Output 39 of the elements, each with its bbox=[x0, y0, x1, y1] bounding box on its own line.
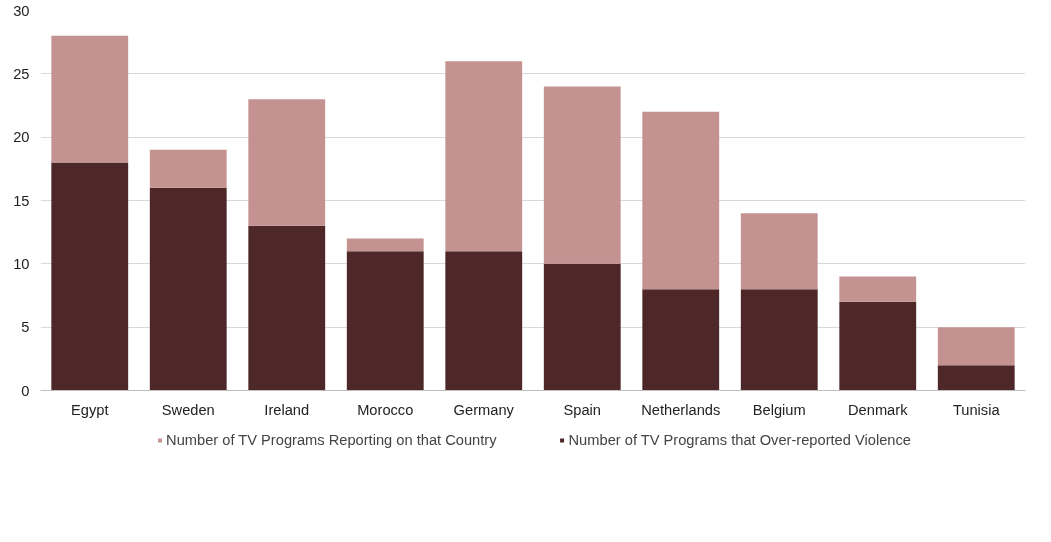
y-tick-label: 15 bbox=[13, 192, 30, 209]
x-tick-label: Spain bbox=[563, 401, 602, 418]
bar bbox=[445, 61, 523, 252]
bar bbox=[445, 251, 523, 391]
bar bbox=[346, 238, 424, 252]
y-tick-label: 5 bbox=[21, 319, 30, 336]
bar bbox=[937, 365, 1015, 391]
y-tick-label: 20 bbox=[13, 129, 30, 146]
bar bbox=[740, 289, 818, 391]
bar bbox=[543, 263, 621, 391]
bar bbox=[149, 187, 227, 391]
bar bbox=[937, 327, 1015, 366]
bar bbox=[642, 289, 720, 391]
x-tick-label: Tunisia bbox=[952, 401, 1001, 418]
bar bbox=[51, 162, 129, 391]
bar bbox=[839, 276, 917, 302]
bar bbox=[543, 86, 621, 264]
legend-label: Number of TV Programs Reporting on that Country bbox=[166, 432, 497, 448]
x-tick-label: Denmark bbox=[848, 401, 909, 418]
bar bbox=[839, 301, 917, 391]
bar bbox=[740, 213, 818, 290]
y-tick-label: 10 bbox=[13, 255, 30, 272]
bar bbox=[248, 99, 326, 226]
bar bbox=[346, 251, 424, 391]
bar bbox=[642, 111, 720, 290]
x-tick-label: Netherlands bbox=[641, 401, 721, 418]
bar bbox=[149, 149, 227, 188]
bar bbox=[51, 35, 129, 163]
y-tick-label: 0 bbox=[21, 382, 30, 399]
y-tick-label: 25 bbox=[13, 65, 30, 82]
x-tick-label: Sweden bbox=[161, 401, 215, 418]
legend-label: Number of TV Programs that Over-reported Violence bbox=[568, 432, 911, 448]
x-tick-label: Morocco bbox=[357, 401, 414, 418]
x-tick-label: Belgium bbox=[752, 401, 806, 418]
x-tick-label: Germany bbox=[453, 401, 515, 418]
y-tick-label: 30 bbox=[13, 2, 30, 19]
x-tick-label: Ireland bbox=[264, 401, 310, 418]
x-tick-label: Egypt bbox=[71, 401, 109, 418]
bar bbox=[248, 225, 326, 391]
